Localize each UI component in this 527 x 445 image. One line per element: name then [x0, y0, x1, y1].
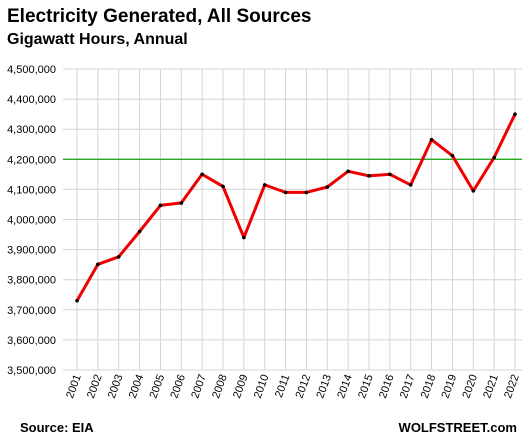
x-tick-label: 2021 [481, 373, 501, 400]
series-line [75, 113, 517, 302]
data-point [262, 183, 267, 187]
y-tick-label: 3,500,000 [7, 365, 56, 377]
x-tick-label: 2015 [356, 373, 376, 400]
grid-lines [63, 68, 522, 371]
x-tick-label: 2017 [398, 373, 418, 400]
x-tick-label: 2020 [460, 373, 480, 400]
data-point [179, 201, 184, 205]
x-tick-label: 2010 [252, 373, 272, 400]
y-tick-label: 3,700,000 [7, 305, 56, 317]
x-tick-label: 2006 [168, 373, 188, 400]
x-tick-label: 2011 [273, 373, 292, 399]
y-tick-label: 3,600,000 [7, 335, 56, 347]
data-point [116, 255, 121, 259]
y-tick-label: 3,800,000 [7, 275, 56, 287]
y-tick-label: 4,300,000 [7, 124, 56, 136]
data-point [513, 112, 517, 116]
data-point [429, 137, 434, 142]
data-point [388, 172, 392, 177]
chart-subtitle: Gigawatt Hours, Annual [7, 31, 188, 48]
y-axis-tick-labels: 3,500,000 3,600,000 3,700,000 3,800,000 3,90… [7, 64, 56, 377]
x-tick-label: 2009 [231, 373, 251, 400]
x-tick-label: 2002 [85, 373, 105, 400]
x-tick-label: 2016 [377, 373, 397, 400]
data-point [450, 153, 455, 158]
y-tick-label: 4,500,000 [7, 64, 56, 76]
data-point [283, 190, 288, 195]
data-point [137, 229, 142, 234]
data-point [221, 184, 225, 189]
x-tick-label: 2005 [148, 373, 168, 400]
data-point [96, 262, 100, 267]
x-tick-label: 2012 [294, 373, 314, 400]
x-tick-label: 2003 [106, 373, 126, 400]
data-point [75, 298, 79, 303]
data-point [304, 190, 309, 195]
y-tick-label: 4,200,000 [7, 154, 56, 166]
x-axis-tick-labels: 2001 2002 2003 2004 2005 2006 2007 2008 2009 2010… [64, 373, 522, 400]
data-point [200, 172, 204, 177]
y-tick-label: 3,900,000 [7, 245, 56, 257]
x-tick-label: 2001 [64, 373, 84, 400]
x-tick-label: 2008 [210, 373, 230, 400]
chart-title: Electricity Generated, All Sources [7, 6, 312, 27]
data-point [408, 183, 413, 187]
x-tick-label: 2014 [335, 373, 355, 400]
y-tick-label: 4,000,000 [7, 215, 56, 227]
data-point [158, 203, 163, 208]
data-point [492, 155, 496, 160]
y-tick-label: 4,100,000 [7, 184, 56, 196]
x-tick-label: 2007 [189, 373, 209, 400]
y-tick-label: 4,400,000 [7, 94, 56, 106]
data-point [242, 235, 246, 240]
x-tick-label: 2022 [502, 373, 522, 400]
data-point [325, 185, 330, 189]
brand-label: WOLFSTREET.com [398, 420, 517, 435]
x-tick-label: 2004 [127, 373, 147, 400]
source-note: Source: EIA [20, 420, 94, 435]
data-point [367, 174, 371, 178]
x-tick-label: 2018 [419, 373, 439, 400]
data-point [471, 189, 476, 193]
x-tick-label: 2013 [314, 373, 334, 400]
data-point [346, 169, 350, 174]
x-tick-label: 2019 [440, 373, 460, 400]
data-points [75, 112, 517, 303]
